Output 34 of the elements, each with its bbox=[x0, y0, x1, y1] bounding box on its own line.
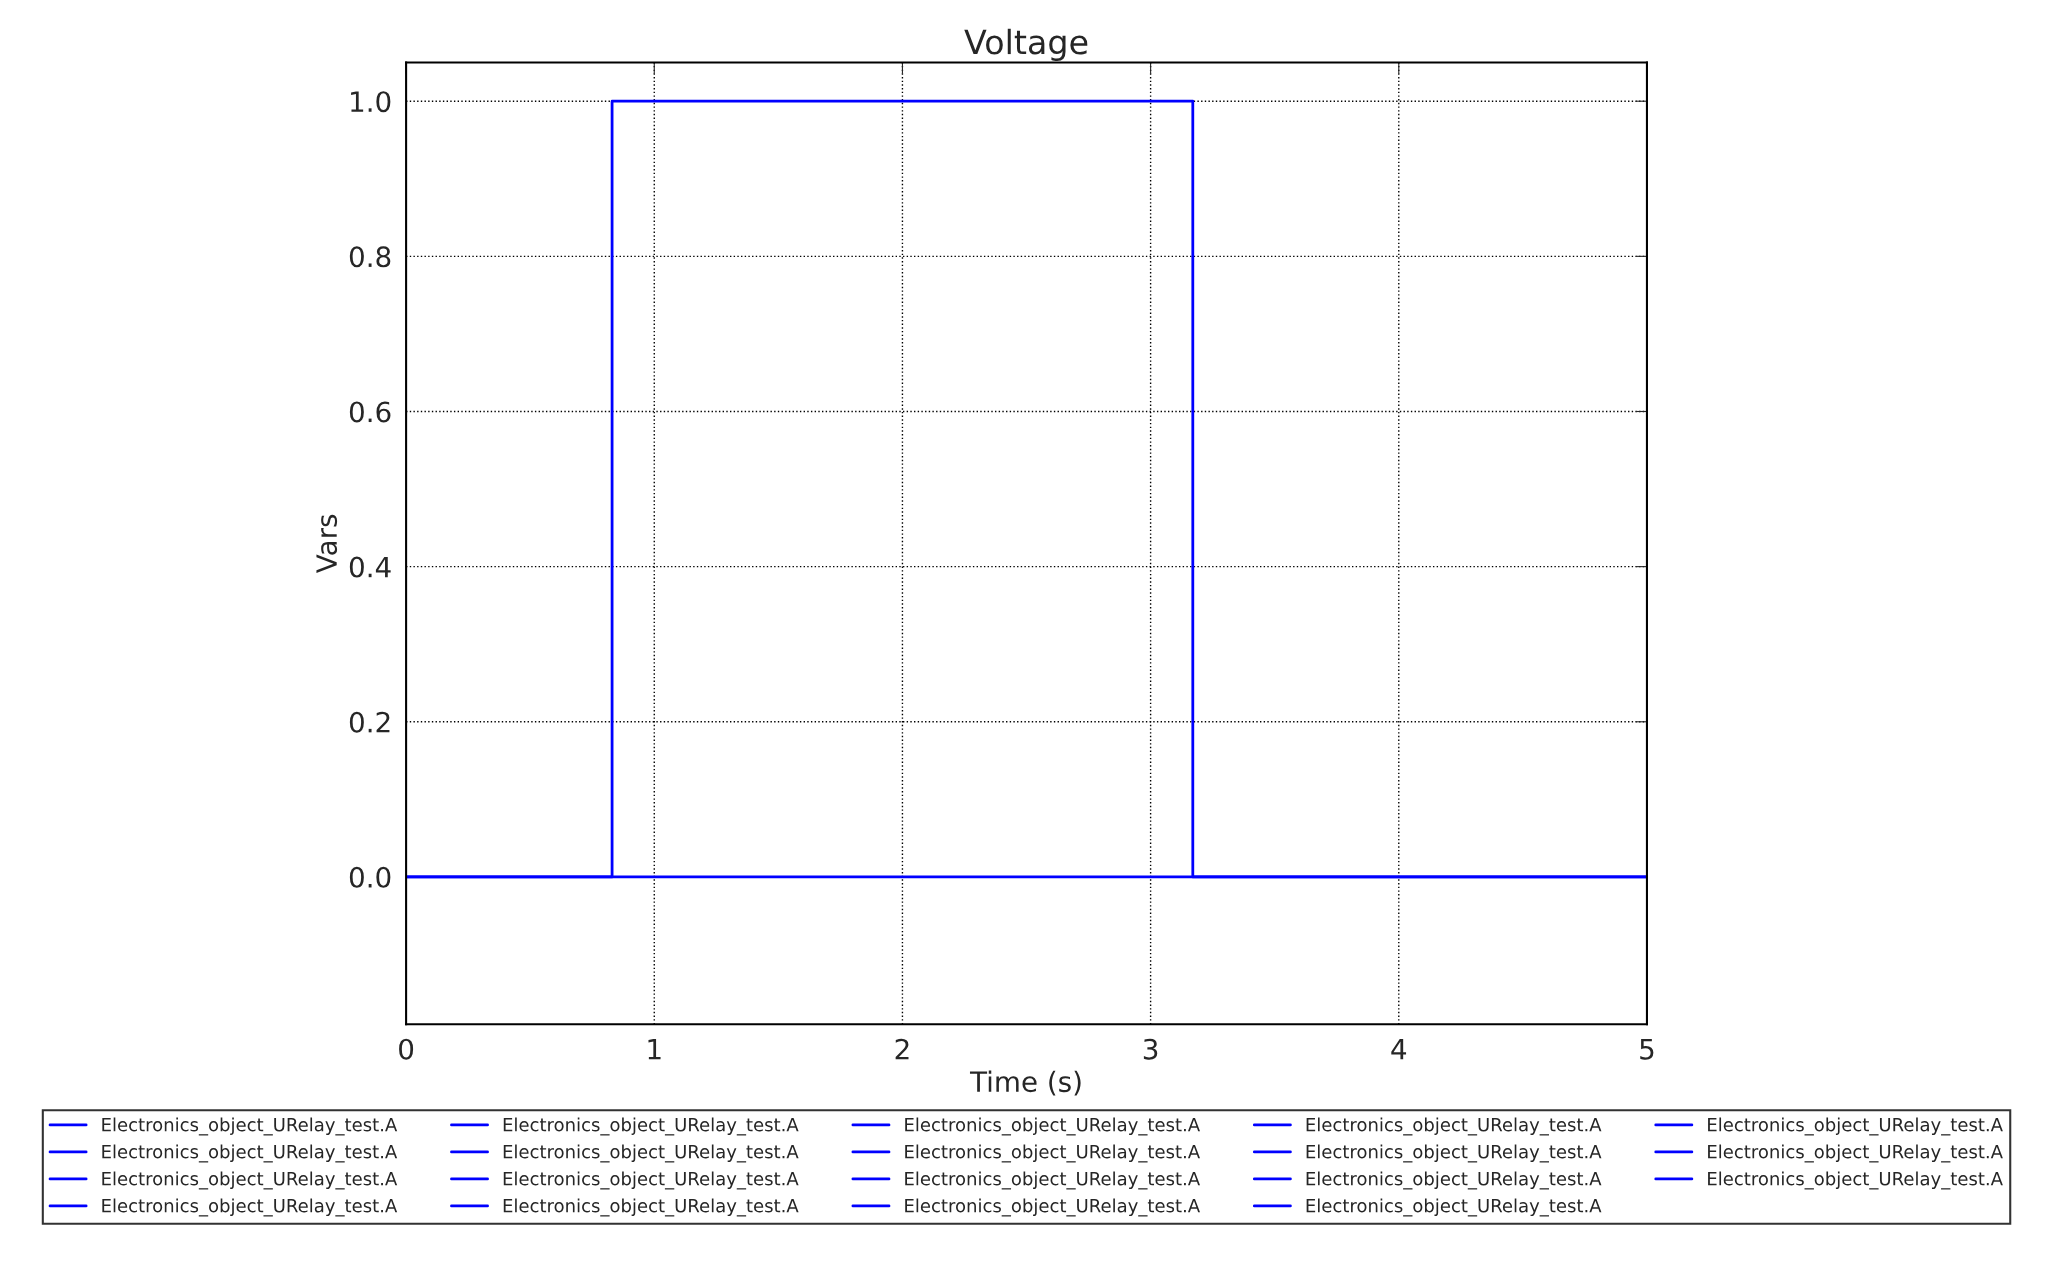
y-tick-label: 0.4 bbox=[349, 556, 391, 578]
legend-label: Electronics_object_URelay_test.A bbox=[905, 1117, 1201, 1136]
legend-label: Electronics_object_URelay_test.A bbox=[1708, 1117, 2003, 1136]
legend-label: Electronics_object_URelay_test.A bbox=[102, 1117, 398, 1136]
y-axis-title: Vars bbox=[316, 514, 338, 574]
x-tick-label: 4 bbox=[1391, 1039, 1407, 1060]
legend-label: Electronics_object_URelay_test.A bbox=[503, 1117, 799, 1136]
x-tick-label: 5 bbox=[1640, 1039, 1654, 1060]
legend-label: Electronics_object_URelay_test.A bbox=[1306, 1171, 1602, 1190]
x-tick-label: 1 bbox=[648, 1039, 661, 1060]
legend-label: Electronics_object_URelay_test.A bbox=[102, 1171, 398, 1190]
legend-label: Electronics_object_URelay_test.A bbox=[905, 1144, 1201, 1163]
legend-label: Electronics_object_URelay_test.A bbox=[503, 1171, 799, 1190]
x-tick-label: 0 bbox=[399, 1038, 414, 1060]
legend-label: Electronics_object_URelay_test.A bbox=[905, 1171, 1201, 1190]
legend-label: Electronics_object_URelay_test.A bbox=[503, 1198, 799, 1217]
legend-label: Electronics_object_URelay_test.A bbox=[102, 1144, 398, 1163]
y-tick-label: 0.2 bbox=[349, 711, 390, 733]
y-tick-label: 0.8 bbox=[349, 246, 391, 268]
legend-label: Electronics_object_URelay_test.A bbox=[1708, 1144, 2003, 1163]
legend-label: Electronics_object_URelay_test.A bbox=[905, 1198, 1201, 1217]
legend-label: Electronics_object_URelay_test.A bbox=[1306, 1144, 1602, 1163]
legend-label: Electronics_object_URelay_test.A bbox=[1708, 1171, 2003, 1190]
x-axis-title: Time (s) bbox=[969, 1070, 1081, 1096]
legend-label: Electronics_object_URelay_test.A bbox=[1306, 1117, 1602, 1136]
legend-label: Electronics_object_URelay_test.A bbox=[102, 1198, 398, 1217]
chart-title: Voltage bbox=[964, 28, 1088, 62]
x-tick-label: 2 bbox=[895, 1038, 909, 1060]
y-tick-label: 0.0 bbox=[349, 866, 391, 888]
legend-label: Electronics_object_URelay_test.A bbox=[503, 1144, 799, 1163]
x-tick-label: 3 bbox=[1143, 1038, 1158, 1060]
y-tick-label: 1.0 bbox=[351, 91, 391, 113]
y-tick-label: 0.6 bbox=[349, 401, 391, 423]
legend-label: Electronics_object_URelay_test.A bbox=[1306, 1198, 1602, 1217]
